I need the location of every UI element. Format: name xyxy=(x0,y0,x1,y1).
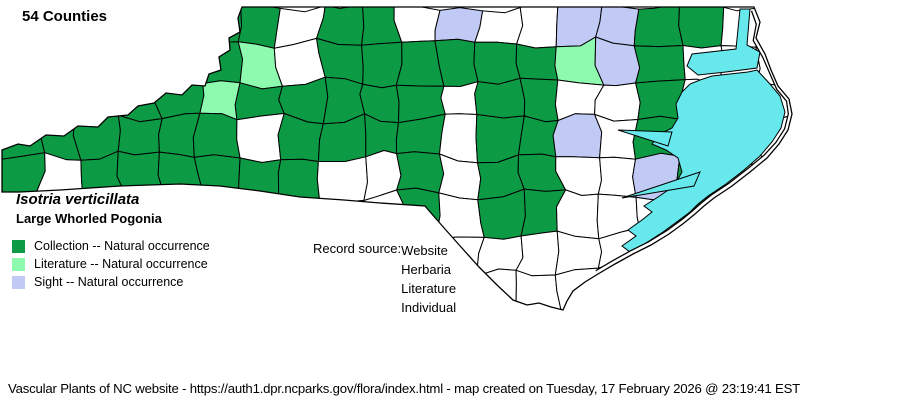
county-shape xyxy=(515,230,560,277)
county-shape xyxy=(74,39,120,86)
county-shape xyxy=(674,232,727,274)
county-shape xyxy=(519,77,559,123)
county-shape xyxy=(758,162,792,200)
county-shape xyxy=(718,232,763,272)
county-shape xyxy=(396,187,441,239)
legend-label: Sight -- Natural occurrence xyxy=(34,275,184,289)
legend-item-sight: Sight -- Natural occurrence xyxy=(12,273,210,291)
record-source-value: Website xyxy=(401,243,448,258)
county-shape xyxy=(678,7,725,49)
county-shape xyxy=(638,267,684,308)
county-count-label: 54 Counties xyxy=(22,8,108,25)
county-shape xyxy=(435,192,485,239)
literature-color-swatch xyxy=(12,257,25,271)
sound-water xyxy=(686,8,761,76)
county-shape xyxy=(633,7,684,48)
county-shape xyxy=(518,115,559,158)
county-shape xyxy=(552,113,603,159)
county-shape xyxy=(754,188,792,237)
collection-color-swatch xyxy=(12,239,25,253)
county-shape xyxy=(156,186,206,239)
species-block: Isotria verticillata Large Whorled Pogon… xyxy=(16,190,162,228)
sound-water xyxy=(617,129,673,147)
sight-color-swatch xyxy=(12,275,25,289)
county-shape xyxy=(239,275,280,310)
county-shape xyxy=(474,77,526,119)
legend-item-literature: Literature -- Natural occurrence xyxy=(12,255,210,273)
county-shape xyxy=(316,156,368,203)
county-shape xyxy=(716,267,763,310)
county-shape xyxy=(515,269,563,310)
record-source-label: Record source: xyxy=(313,241,402,256)
species-common-name: Large Whorled Pogonia xyxy=(16,211,162,227)
county-shape xyxy=(160,7,196,47)
county-shape xyxy=(2,43,40,87)
county-shape xyxy=(193,154,241,201)
county-shape xyxy=(474,268,517,309)
record-source-value: Individual xyxy=(401,300,457,315)
county-shape xyxy=(114,7,163,44)
record-source-value: Herbaria xyxy=(401,262,452,277)
county-shape xyxy=(361,41,403,89)
species-scientific-name: Isotria verticillata xyxy=(16,191,140,208)
county-shape xyxy=(232,192,284,241)
record-source-block: Record source: Website Herbaria Literatu… xyxy=(313,241,456,317)
county-shape xyxy=(516,7,559,49)
county-shape xyxy=(192,112,241,159)
county-shape xyxy=(680,270,727,310)
county-shape xyxy=(474,7,524,45)
county-shape xyxy=(434,7,484,43)
county-shape xyxy=(278,193,327,239)
sound-water xyxy=(621,69,786,253)
nc-county-map xyxy=(1,6,793,311)
record-source-values: Website Herbaria Literature Individual xyxy=(401,241,456,317)
county-shape xyxy=(597,156,637,198)
county-shape xyxy=(594,113,639,160)
county-shape xyxy=(33,44,80,87)
county-shape xyxy=(2,74,44,120)
county-shape xyxy=(755,7,792,50)
county-shape xyxy=(594,82,641,122)
county-shape xyxy=(396,151,445,194)
county-shape xyxy=(192,7,243,47)
footer-credit-line: Vascular Plants of NC website - https://… xyxy=(8,381,801,396)
county-shape xyxy=(556,189,600,240)
county-shape xyxy=(73,77,123,119)
county-shape xyxy=(234,235,284,280)
county-shape xyxy=(194,41,244,84)
county-shape xyxy=(236,113,285,163)
legend-label: Literature -- Natural occurrence xyxy=(34,257,208,271)
legend-label: Collection -- Natural occurrence xyxy=(34,239,210,253)
county-shape xyxy=(117,114,163,156)
state-border xyxy=(1,6,793,311)
county-shape xyxy=(38,84,80,120)
county-shape xyxy=(515,43,559,81)
county-shape xyxy=(754,230,792,269)
county-shape xyxy=(114,35,162,85)
sound-water xyxy=(621,171,701,199)
county-shape xyxy=(277,158,320,201)
record-source-value: Literature xyxy=(401,281,457,296)
county-shape xyxy=(440,81,479,115)
county-shape xyxy=(319,199,367,239)
county-shape xyxy=(439,113,478,164)
county-shape xyxy=(154,41,204,86)
county-shape xyxy=(473,41,521,85)
county-shape xyxy=(713,188,761,236)
county-shape xyxy=(198,190,239,239)
legend-item-collection: Collection -- Natural occurrence xyxy=(12,237,210,255)
county-shape xyxy=(633,45,686,84)
map-legend: Collection -- Natural occurrence Literat… xyxy=(12,237,210,291)
county-shape xyxy=(237,7,281,49)
county-shape xyxy=(755,264,792,310)
